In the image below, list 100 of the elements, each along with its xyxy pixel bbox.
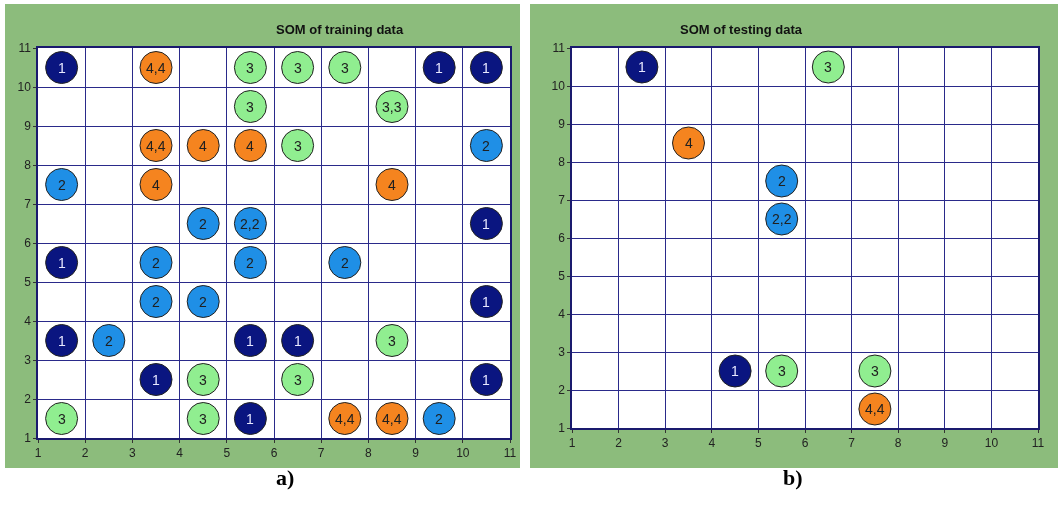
- x-tick-label: 3: [661, 436, 669, 451]
- annotation: 2: [246, 255, 254, 271]
- y-tick-label: 2: [558, 383, 566, 398]
- x-tick-label: 11: [503, 446, 517, 461]
- annotation: 2: [199, 216, 207, 232]
- annotation: 1: [731, 363, 739, 379]
- annotation: 1: [246, 411, 254, 427]
- point: [45, 324, 79, 357]
- point: [45, 51, 79, 84]
- annotation: 2,2: [240, 216, 260, 232]
- annotation: 4,4: [382, 411, 402, 427]
- point: [469, 51, 503, 84]
- point: [233, 246, 267, 279]
- annotation: 4: [685, 135, 693, 151]
- annotation: 1: [58, 255, 66, 271]
- annotation: 1: [482, 216, 490, 232]
- annotation: 4: [388, 177, 396, 193]
- x-tick-label: 9: [412, 446, 420, 461]
- annotation: 3: [58, 411, 66, 427]
- annotation: 1: [482, 294, 490, 310]
- y-tick-label: 3: [558, 345, 566, 360]
- x-tick-label: 10: [984, 436, 999, 451]
- point: [672, 126, 705, 160]
- point: [765, 164, 799, 198]
- x-tick-label: 5: [223, 446, 231, 461]
- point: [765, 354, 799, 388]
- annotation: 4: [152, 177, 160, 193]
- point: [625, 50, 659, 84]
- x-tick-label: 6: [801, 436, 809, 451]
- x-tick-label: 10: [456, 446, 470, 461]
- annotation: 4,4: [146, 60, 166, 76]
- annotation: 3: [341, 60, 349, 76]
- annotation: 3: [294, 60, 302, 76]
- annotation: 3: [871, 363, 879, 379]
- annotation: 2,2: [772, 211, 792, 227]
- annotation: 3: [199, 411, 207, 427]
- annotation: 1: [482, 60, 490, 76]
- point: [281, 324, 315, 357]
- annotation: 2: [199, 294, 207, 310]
- annotation: 3: [199, 372, 207, 388]
- point: [469, 129, 503, 162]
- x-tick-label: 6: [270, 446, 278, 461]
- annotation: 3: [294, 138, 302, 154]
- text: b): [783, 465, 803, 490]
- point: [45, 168, 79, 201]
- annotation: 2: [482, 138, 490, 154]
- y-tick-label: 10: [551, 79, 566, 94]
- x-tick-label: 8: [365, 446, 373, 461]
- point: [811, 50, 845, 84]
- annotation: 2: [152, 255, 160, 271]
- y-tick-label: 9: [558, 117, 566, 132]
- annotation: 3: [294, 372, 302, 388]
- annotation: 3: [246, 99, 254, 115]
- x-tick-label: 7: [848, 436, 856, 451]
- annotation: 4,4: [865, 401, 885, 417]
- chart-title: SOM of training data: [276, 22, 404, 37]
- x-tick-label: 1: [34, 446, 42, 461]
- point: [186, 402, 220, 435]
- x-tick-label: 4: [176, 446, 184, 461]
- y-tick-label: 11: [552, 41, 566, 56]
- point: [858, 354, 892, 388]
- point: [233, 90, 267, 123]
- annotation: 2: [341, 255, 349, 271]
- point: [375, 168, 409, 201]
- point: [718, 354, 752, 388]
- y-tick-label: 5: [558, 269, 566, 284]
- y-tick-label: 2: [24, 392, 32, 407]
- annotation: 2: [105, 333, 113, 349]
- point: [375, 324, 409, 357]
- x-tick-label: 3: [129, 446, 137, 461]
- x-tick-label: 7: [317, 446, 325, 461]
- point: [139, 246, 173, 279]
- y-tick-label: 7: [24, 197, 32, 212]
- annotation: 1: [638, 59, 646, 75]
- point: [422, 51, 456, 84]
- point: [233, 51, 267, 84]
- annotation: 2: [58, 177, 66, 193]
- point: [233, 129, 267, 162]
- annotation: 4: [199, 138, 207, 154]
- y-tick-label: 5: [24, 275, 32, 290]
- y-tick-label: 9: [24, 119, 32, 134]
- y-tick-label: 6: [558, 231, 566, 246]
- point: [186, 285, 220, 318]
- annotation: 1: [152, 372, 160, 388]
- point: [422, 402, 456, 435]
- annotation: 1: [435, 60, 443, 76]
- y-tick-label: 1: [558, 421, 566, 436]
- point: [186, 363, 220, 396]
- point: [45, 246, 79, 279]
- y-tick-label: 6: [24, 236, 32, 251]
- y-tick-label: 8: [558, 155, 566, 170]
- annotation: 2: [778, 173, 786, 189]
- annotation: 3,3: [382, 99, 402, 115]
- point: [139, 363, 173, 396]
- x-tick-label: 8: [894, 436, 902, 451]
- point: [186, 207, 220, 240]
- annotation: 4,4: [146, 138, 166, 154]
- y-tick-label: 11: [18, 41, 32, 56]
- annotation: 2: [152, 294, 160, 310]
- annotation: 3: [824, 59, 832, 75]
